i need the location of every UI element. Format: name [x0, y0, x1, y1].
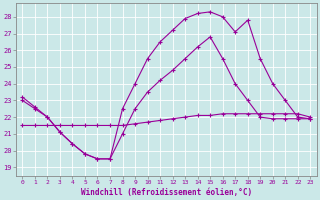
- X-axis label: Windchill (Refroidissement éolien,°C): Windchill (Refroidissement éolien,°C): [81, 188, 252, 197]
